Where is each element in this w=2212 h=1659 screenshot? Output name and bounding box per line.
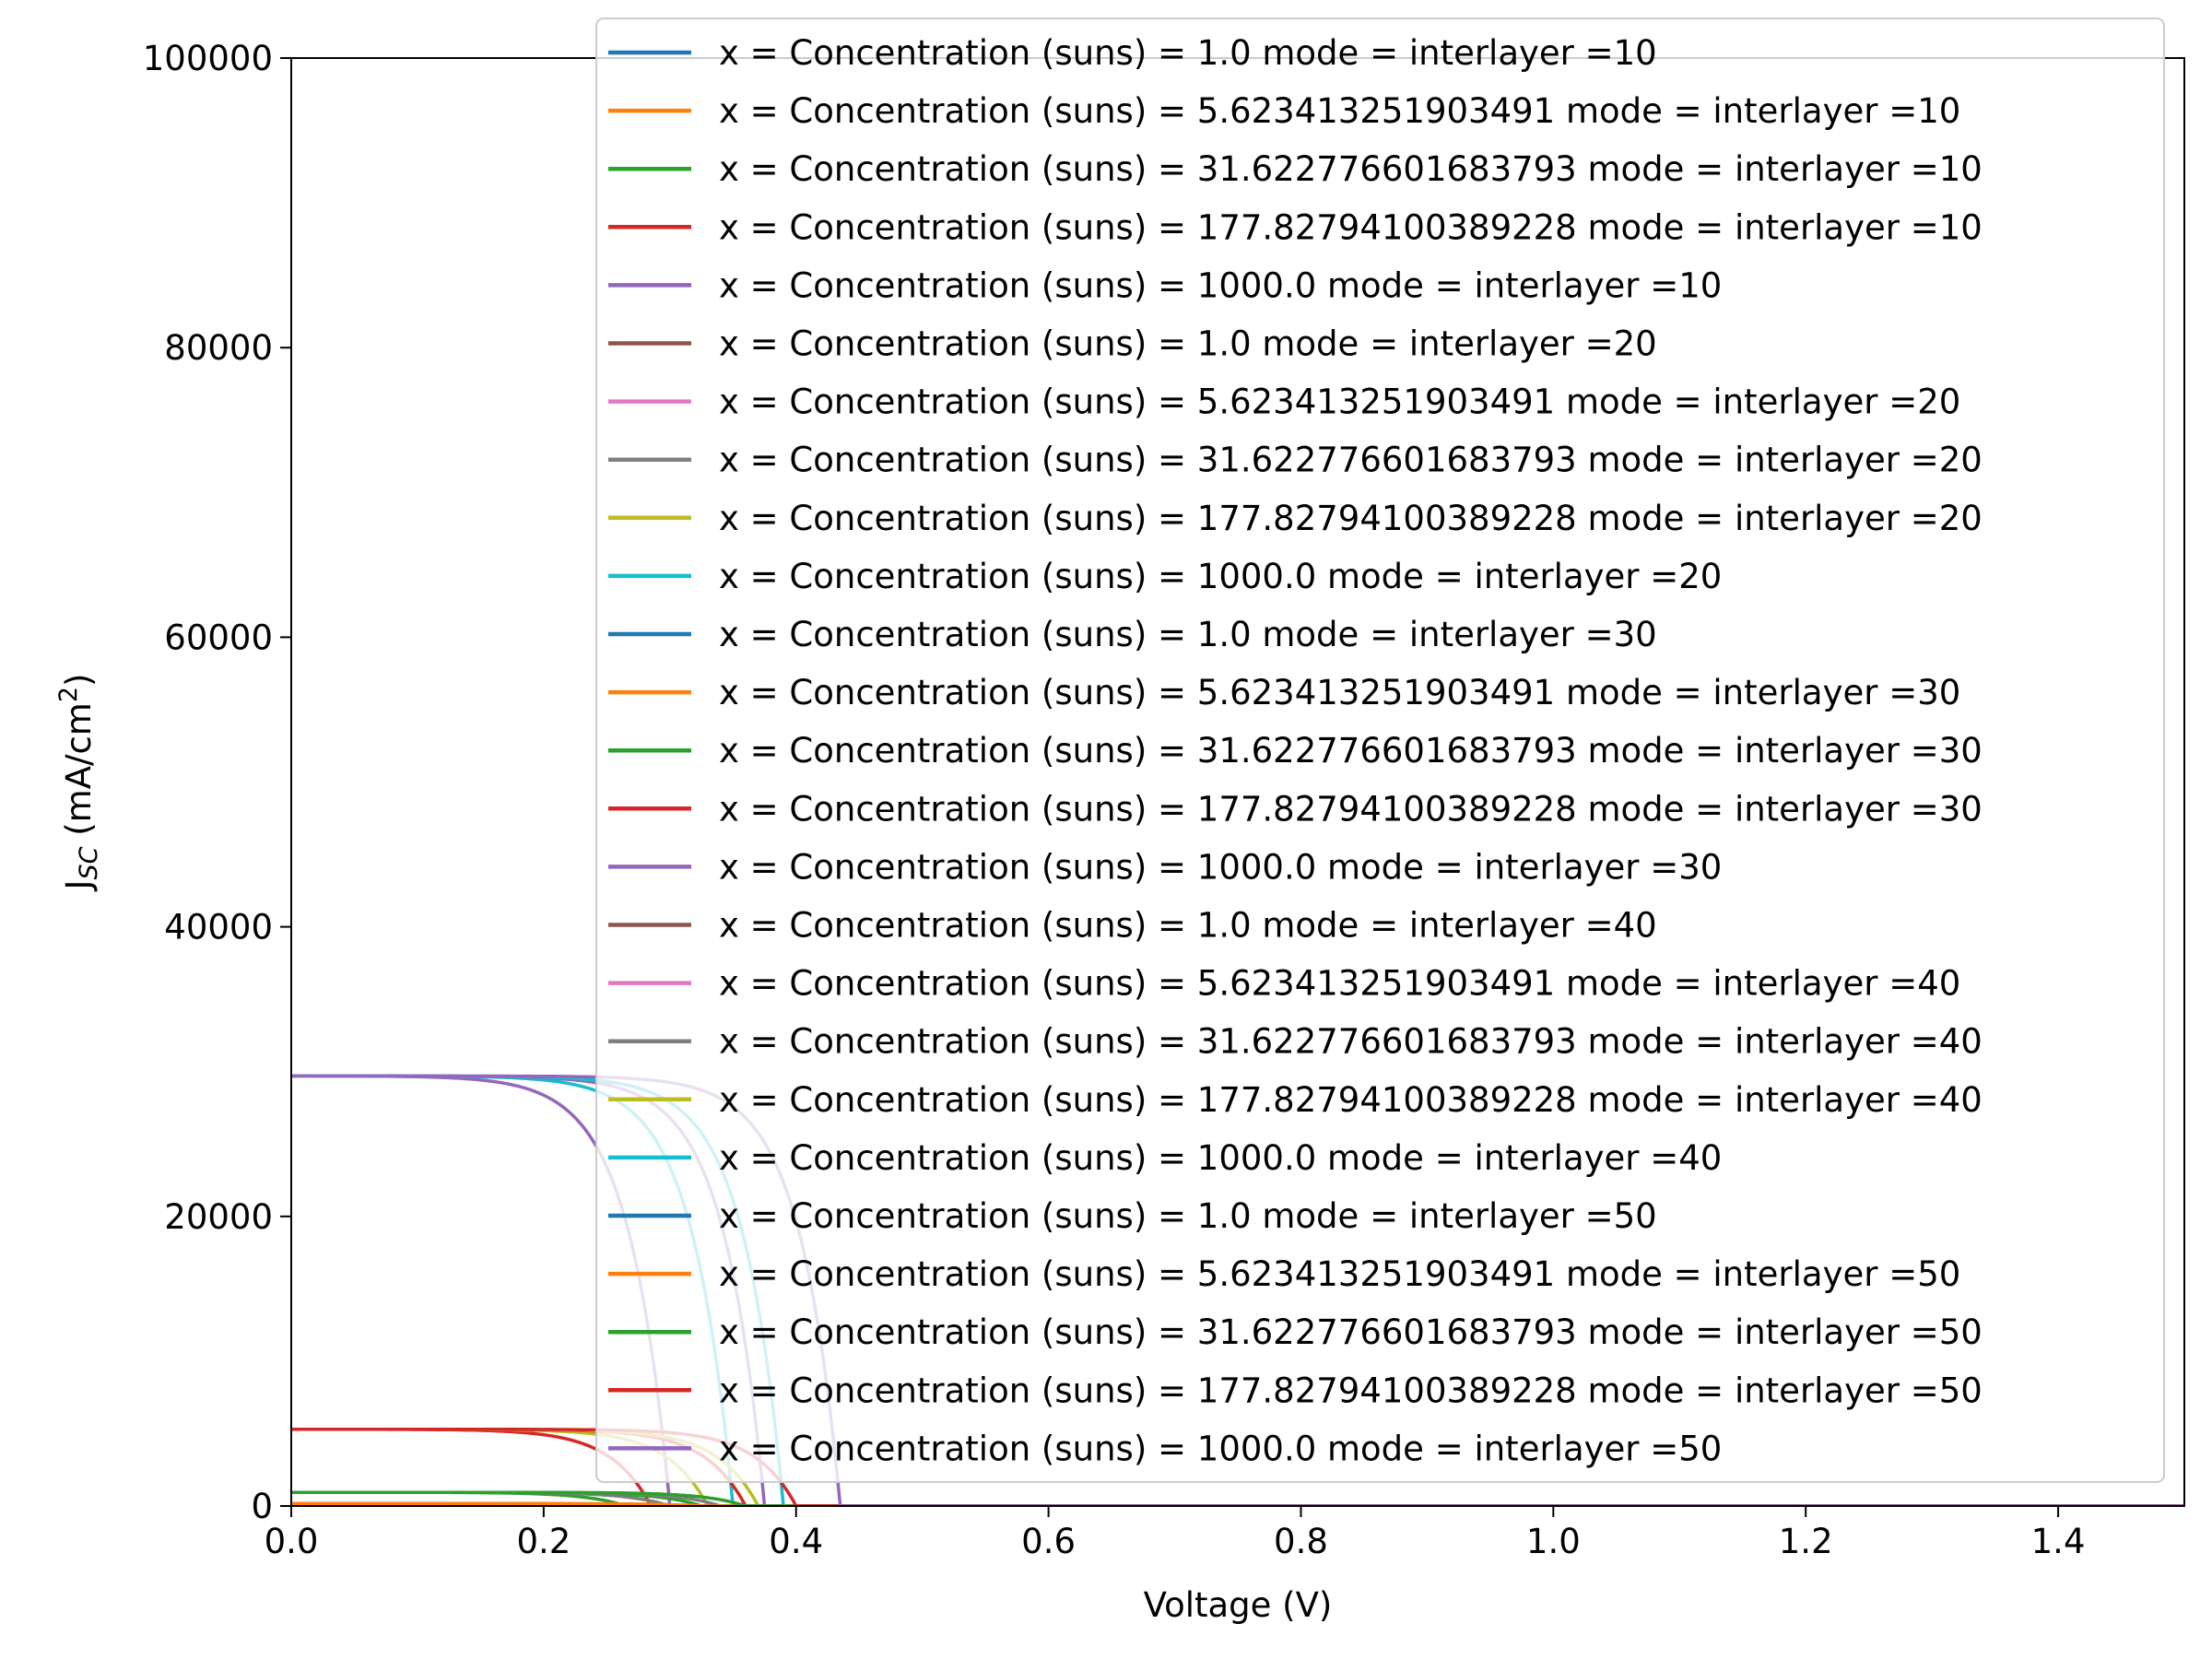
y-axis-label: JSC (mA/cm2) xyxy=(54,674,103,892)
x-axis-ticks: 0.0 0.2 0.4 0.6 0.8 1.0 1.2 1.4 xyxy=(265,1506,2086,1561)
y-axis-label-units: (mA/cm xyxy=(59,702,99,846)
legend-label: x = Concentration (suns) = 1000.0 mode =… xyxy=(719,847,1722,887)
legend-label: x = Concentration (suns) = 5.62341325190… xyxy=(719,1254,1960,1294)
y-tick-label: 40000 xyxy=(164,908,273,947)
legend-label: x = Concentration (suns) = 177.827941003… xyxy=(719,1371,1983,1410)
legend-label: x = Concentration (suns) = 31.6227766016… xyxy=(719,1022,1983,1062)
legend-label: x = Concentration (suns) = 1.0 mode = in… xyxy=(719,1196,1657,1236)
legend-label: x = Concentration (suns) = 177.827941003… xyxy=(719,789,1983,829)
legend-label: x = Concentration (suns) = 31.6227766016… xyxy=(719,149,1983,189)
x-tick-label: 1.0 xyxy=(1526,1522,1581,1561)
x-tick-label: 0.6 xyxy=(1021,1522,1076,1561)
legend-label: x = Concentration (suns) = 31.6227766016… xyxy=(719,441,1983,480)
legend: x = Concentration (suns) = 1.0 mode = in… xyxy=(595,18,2165,1483)
y-tick-label: 100000 xyxy=(143,39,273,78)
x-tick-label: 1.2 xyxy=(1779,1522,1833,1561)
x-tick-label: 1.4 xyxy=(2031,1522,2086,1561)
y-axis-label-main: J xyxy=(59,880,99,892)
legend-label: x = Concentration (suns) = 1000.0 mode =… xyxy=(719,1138,1722,1178)
y-tick-label: 80000 xyxy=(164,328,273,368)
x-tick-label: 0.2 xyxy=(516,1522,571,1561)
legend-label: x = Concentration (suns) = 1.0 mode = in… xyxy=(719,33,1657,73)
legend-label: x = Concentration (suns) = 1000.0 mode =… xyxy=(719,265,1722,305)
y-tick-label: 60000 xyxy=(164,618,273,657)
y-tick-label: 0 xyxy=(251,1487,273,1526)
legend-label: x = Concentration (suns) = 177.827941003… xyxy=(719,1080,1983,1120)
legend-label: x = Concentration (suns) = 1.0 mode = in… xyxy=(719,615,1657,654)
legend-label: x = Concentration (suns) = 31.6227766016… xyxy=(719,731,1983,771)
series-line xyxy=(291,1501,2184,1506)
y-axis-label-sub: SC xyxy=(75,846,103,879)
x-axis-label: Voltage (V) xyxy=(1144,1585,1333,1625)
legend-label: x = Concentration (suns) = 1.0 mode = in… xyxy=(719,324,1657,364)
legend-label: x = Concentration (suns) = 5.62341325190… xyxy=(719,673,1960,712)
x-tick-label: 0.0 xyxy=(265,1522,319,1561)
legend-label: x = Concentration (suns) = 5.62341325190… xyxy=(719,382,1960,422)
legend-label: x = Concentration (suns) = 5.62341325190… xyxy=(719,964,1960,1004)
y-axis-label-units-close: ) xyxy=(59,674,99,687)
x-tick-label: 0.4 xyxy=(769,1522,823,1561)
legend-frame xyxy=(595,18,2165,1483)
legend-label: x = Concentration (suns) = 177.827941003… xyxy=(719,499,1983,538)
legend-label: x = Concentration (suns) = 31.6227766016… xyxy=(719,1312,1983,1352)
legend-label: x = Concentration (suns) = 1000.0 mode =… xyxy=(719,1429,1722,1468)
legend-label: x = Concentration (suns) = 5.62341325190… xyxy=(719,91,1960,131)
y-tick-label: 20000 xyxy=(164,1197,273,1237)
legend-label: x = Concentration (suns) = 177.827941003… xyxy=(719,207,1983,247)
y-axis-label-units-sup: 2 xyxy=(54,687,83,702)
y-axis-ticks: 0 20000 40000 60000 80000 100000 xyxy=(143,39,291,1526)
x-tick-label: 0.8 xyxy=(1274,1522,1328,1561)
legend-label: x = Concentration (suns) = 1000.0 mode =… xyxy=(719,557,1722,596)
legend-label: x = Concentration (suns) = 1.0 mode = in… xyxy=(719,906,1657,946)
series-line xyxy=(291,1490,2184,1506)
